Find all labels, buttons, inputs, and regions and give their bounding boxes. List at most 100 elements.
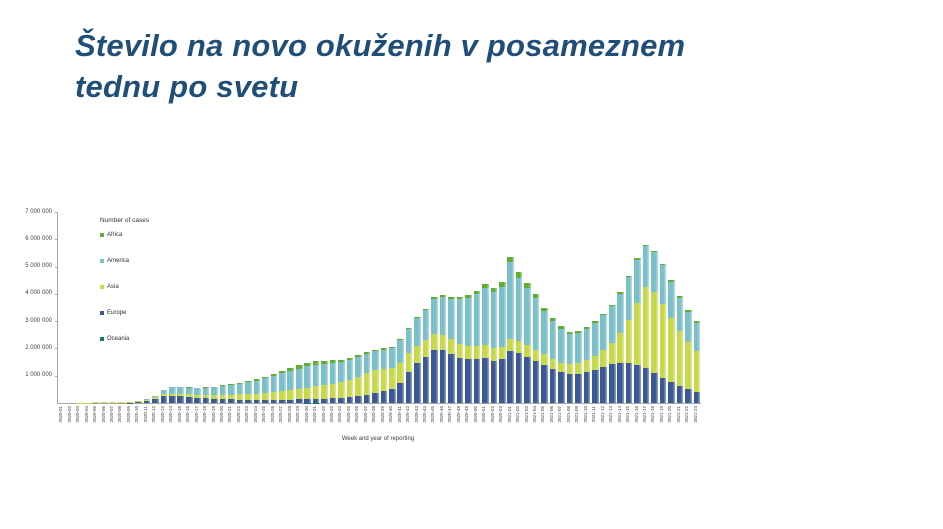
y-tick-mark — [55, 321, 58, 323]
x-tick-label: 2020-20 — [218, 406, 224, 423]
x-tick-label: 2021-08 — [565, 406, 571, 423]
segment-europe — [608, 364, 616, 403]
x-tick-label: 2020-43 — [413, 406, 419, 423]
legend-item-oceania: Oceania — [100, 336, 149, 342]
bar-2021-16 — [634, 258, 641, 403]
segment-asia — [532, 349, 540, 361]
segment-africa — [194, 387, 201, 389]
segment-europe — [236, 399, 244, 403]
segment-africa — [507, 256, 515, 263]
slide-title: Število na novo okuženih v posameznem te… — [75, 26, 795, 108]
bar-2021-19 — [659, 263, 667, 403]
segment-asia — [515, 340, 523, 353]
segment-europe — [532, 360, 540, 403]
segment-asia — [642, 287, 650, 368]
y-tick-label: 1 000 000 — [25, 372, 52, 379]
segment-europe — [253, 399, 261, 403]
bar-2020-14 — [169, 387, 176, 403]
bar-2020-17 — [194, 387, 201, 403]
segment-europe — [625, 363, 633, 403]
legend-swatch-oceania — [100, 337, 104, 341]
segment-africa — [304, 362, 311, 367]
segment-america — [456, 299, 464, 345]
segment-asia — [236, 394, 244, 400]
x-axis-title: Week and year of reporting — [341, 436, 415, 442]
x-tick-label: 2020-51 — [481, 406, 487, 423]
segment-europe — [414, 363, 421, 403]
segment-africa — [634, 258, 641, 261]
segment-america — [524, 287, 531, 346]
segment-europe — [482, 357, 489, 403]
x-tick-label: 2020-23 — [244, 406, 250, 423]
bar-2021-20 — [668, 280, 675, 403]
segment-europe — [270, 399, 278, 403]
bar-2020-53 — [498, 281, 506, 403]
segment-america — [363, 354, 371, 374]
segment-europe — [338, 397, 345, 403]
legend-swatch-africa — [100, 233, 104, 237]
bar-2020-11 — [143, 399, 151, 403]
segment-europe — [262, 399, 269, 403]
segment-america — [634, 260, 641, 303]
y-tick-label: 6 000 000 — [25, 235, 52, 242]
segment-europe — [397, 382, 405, 403]
bar-2020-26 — [270, 373, 278, 403]
segment-asia — [685, 342, 692, 390]
segment-africa — [575, 330, 582, 333]
segment-europe — [617, 363, 624, 403]
segment-america — [625, 277, 633, 320]
segment-europe — [228, 399, 235, 403]
segment-europe — [321, 398, 328, 403]
segment-america — [642, 246, 650, 288]
segment-asia — [668, 318, 675, 383]
segment-europe — [549, 368, 557, 403]
segment-america — [346, 360, 354, 380]
segment-asia — [651, 292, 658, 373]
x-tick-label: 2020-05 — [92, 406, 98, 423]
segment-america — [414, 318, 421, 346]
bar-2020-30 — [304, 362, 311, 403]
segment-africa — [524, 283, 531, 288]
x-tick-label: 2020-13 — [159, 406, 165, 423]
segment-europe — [558, 372, 565, 403]
x-tick-label: 2020-38 — [371, 406, 377, 423]
x-tick-label: 2020-17 — [193, 406, 199, 423]
x-tick-label: 2020-15 — [176, 406, 182, 423]
segment-asia — [152, 397, 159, 399]
segment-europe — [245, 399, 252, 403]
segment-asia — [338, 382, 345, 398]
segment-europe — [329, 398, 337, 403]
segment-africa — [253, 379, 261, 381]
segment-asia — [422, 340, 430, 357]
segment-america — [583, 328, 591, 361]
bar-2020-37 — [363, 352, 371, 403]
segment-europe — [152, 398, 159, 403]
bar-2020-19 — [211, 386, 218, 403]
segment-asia — [169, 393, 176, 396]
bar-2020-18 — [202, 387, 210, 403]
segment-america — [287, 370, 295, 391]
segment-africa — [668, 280, 675, 282]
segment-europe — [515, 352, 523, 403]
y-tick-label: 2 000 000 — [25, 344, 52, 351]
bar-2021-04 — [532, 294, 540, 403]
segment-asia — [600, 350, 608, 367]
segment-america — [668, 281, 675, 319]
segment-asia — [405, 353, 413, 372]
segment-asia — [135, 401, 142, 403]
legend-label: Oceania — [107, 336, 130, 342]
segment-america — [600, 315, 608, 351]
segment-america — [388, 348, 396, 368]
segment-asia — [482, 344, 489, 358]
y-tick-mark — [55, 266, 58, 268]
plot-area: Number of cases Africa America Asia Europe O… — [57, 212, 701, 404]
segment-europe — [668, 382, 675, 403]
segment-america — [482, 287, 489, 345]
segment-africa — [219, 385, 227, 387]
bar-2020-24 — [253, 379, 261, 403]
segment-africa — [287, 368, 295, 371]
segment-africa — [482, 284, 489, 288]
x-tick-label: 2020-33 — [328, 406, 334, 423]
segment-america — [295, 368, 303, 390]
